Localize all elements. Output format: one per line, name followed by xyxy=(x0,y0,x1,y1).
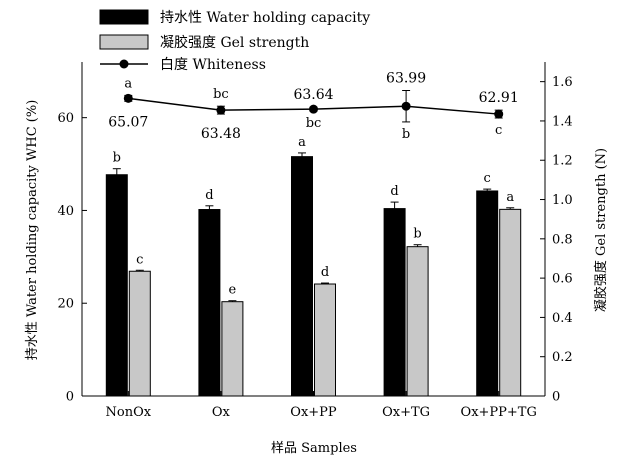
whc-bar-1 xyxy=(198,209,221,397)
gel-bar-1 xyxy=(221,301,244,397)
gel-bar-2 xyxy=(314,283,336,397)
whc-bar-2 xyxy=(291,156,313,397)
y-left-tick-label-0: 0 xyxy=(66,390,74,405)
legend-marker-whiteness xyxy=(119,59,129,69)
gel-letter-1: e xyxy=(229,283,237,298)
legend-label-gel: 凝胶强度 Gel strength xyxy=(160,34,309,51)
whiteness-letter-4: c xyxy=(495,123,502,138)
gel-bar-3 xyxy=(406,246,429,397)
y-right-tick-label-0: 0 xyxy=(552,390,560,405)
y-right-tick-label-1: 0.2 xyxy=(552,350,573,365)
y-right-tick-label-4: 0.8 xyxy=(552,232,573,247)
gel-letter-2: d xyxy=(321,265,329,280)
x-axis-title: 样品 Samples xyxy=(271,441,357,456)
whiteness-value-label-3: 63.99 xyxy=(386,70,426,86)
whiteness-letter-0: a xyxy=(124,76,132,91)
whc-letter-4: c xyxy=(484,171,491,186)
legend: 持水性 Water holding capacity 凝胶强度 Gel stren… xyxy=(99,9,370,73)
whc-letter-3: d xyxy=(390,184,398,199)
whiteness-value-label-0: 65.07 xyxy=(108,114,148,130)
whiteness-point-2 xyxy=(309,104,318,114)
axes: 0 20 40 60 0 0.2 0.4 0.6 0.8 1.0 1.2 1.4 1.6 NonOx Ox O… xyxy=(57,62,573,420)
y-right-tick-label-2: 0.4 xyxy=(552,311,573,326)
y-right-tick-label-8: 1.6 xyxy=(552,75,573,90)
whc-bar-0 xyxy=(105,174,128,397)
y-right-tick-label-6: 1.2 xyxy=(552,154,573,169)
whiteness-value-label-1: 63.48 xyxy=(201,126,241,142)
whc-bar-4 xyxy=(476,190,499,397)
legend-label-whc: 持水性 Water holding capacity xyxy=(160,10,370,26)
x-tick-label-0: NonOx xyxy=(106,405,152,420)
y-axis-right-title: 凝胶强度 Gel strength (N) xyxy=(593,148,609,312)
x-tick-label-2: Ox+PP xyxy=(290,405,337,420)
y-axis-left-title: 持水性 Water holding capacity WHC (%) xyxy=(25,100,40,361)
y-right-tick-label-7: 1.4 xyxy=(552,114,573,129)
gel-letter-0: c xyxy=(136,252,143,267)
gel-letter-4: a xyxy=(506,190,514,205)
whiteness-point-3 xyxy=(401,101,411,111)
x-tick-label-4: Ox+PP+TG xyxy=(461,405,537,420)
whiteness-value-label-2: 63.64 xyxy=(293,87,333,103)
whc-letter-2: a xyxy=(298,135,306,150)
x-tick-label-1: Ox xyxy=(212,405,231,420)
y-left-tick-label-1: 20 xyxy=(57,297,74,312)
y-left-tick-label-2: 40 xyxy=(57,204,74,219)
whc-bar-3 xyxy=(383,208,406,397)
y-left-tick-label-3: 60 xyxy=(57,111,74,126)
y-right-tick-label-3: 0.6 xyxy=(552,272,573,287)
gel-letter-3: b xyxy=(413,227,421,242)
whiteness-point-0 xyxy=(123,93,133,103)
whc-letter-1: d xyxy=(205,188,213,203)
y-right-tick-label-5: 1.0 xyxy=(552,193,573,208)
whiteness-point-1 xyxy=(216,105,226,115)
whiteness-letter-3: b xyxy=(402,127,410,142)
legend-swatch-whc xyxy=(99,9,149,25)
whiteness-point-4 xyxy=(494,109,504,119)
gel-bar-4 xyxy=(499,208,522,397)
whc-letter-0: b xyxy=(113,151,121,166)
legend-swatch-gel xyxy=(99,34,149,50)
whiteness-letter-2: bc xyxy=(306,116,322,131)
gel-bar-0 xyxy=(128,270,151,397)
whiteness-value-label-4: 62.91 xyxy=(479,90,519,106)
whiteness-letter-1: bc xyxy=(213,87,229,102)
legend-label-whiteness: 白度 Whiteness xyxy=(160,57,266,73)
x-tick-label-3: Ox+TG xyxy=(382,405,430,420)
